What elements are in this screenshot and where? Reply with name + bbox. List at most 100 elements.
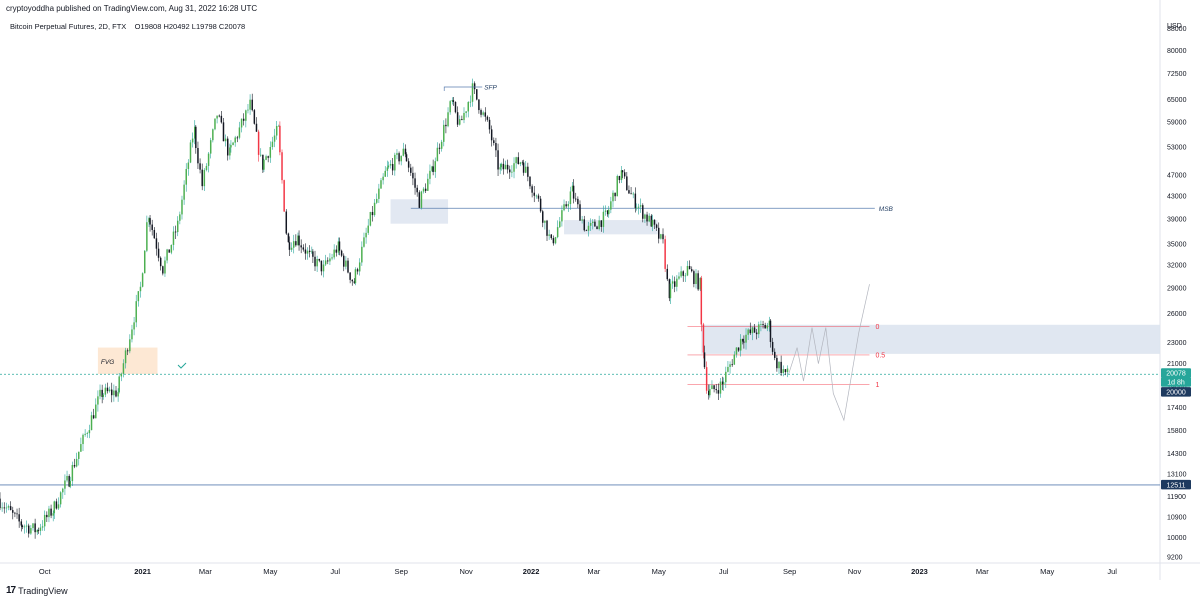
candle-body: [278, 125, 280, 127]
candle-body: [592, 221, 594, 223]
candle-body: [495, 143, 497, 151]
candle-body: [482, 112, 484, 115]
candle-body: [271, 141, 274, 148]
y-tick-label: 21000: [1167, 361, 1187, 368]
candle-body: [711, 385, 713, 390]
candle-body: [9, 506, 12, 511]
symbol-name[interactable]: Bitcoin Perpetual Futures, 2D, FTX: [10, 22, 127, 31]
candle-body: [458, 119, 461, 125]
candle-body: [735, 347, 738, 355]
candle-body: [717, 390, 720, 394]
candle-body: [544, 220, 546, 223]
candle-body: [183, 184, 185, 200]
candle-body: [106, 387, 109, 392]
candle-body: [697, 273, 699, 290]
candle-body: [454, 101, 457, 113]
candle-body: [628, 190, 630, 194]
sfp-marker: [443, 86, 483, 92]
candle-body: [762, 324, 764, 326]
candle-body: [708, 390, 710, 396]
candle-body: [108, 389, 111, 392]
candle-body: [755, 332, 758, 335]
candle-body: [349, 272, 351, 280]
candle-body: [400, 155, 402, 162]
candle-body: [122, 363, 125, 374]
candle-body: [742, 338, 744, 342]
candle-body: [185, 168, 187, 185]
candle-body: [170, 244, 173, 253]
y-tick-label: 88000: [1167, 26, 1187, 33]
candle-body: [78, 451, 80, 459]
candle-body: [774, 351, 776, 358]
candle-body: [416, 187, 418, 193]
candle-body: [159, 257, 162, 267]
candle-body: [333, 249, 335, 258]
candle-body: [589, 222, 592, 226]
candle-body: [66, 475, 68, 481]
sfp-label: SFP: [484, 85, 497, 92]
candle-body: [715, 389, 717, 391]
candle-body: [731, 364, 733, 366]
candle-body: [318, 258, 321, 261]
candle-body: [402, 148, 405, 156]
candle-body: [434, 161, 437, 172]
candle-body: [295, 241, 297, 246]
candle-body: [273, 135, 276, 142]
candle-body: [700, 277, 703, 325]
candle-body: [1, 507, 3, 509]
candle-body: [524, 166, 527, 173]
candle-body: [285, 211, 288, 234]
candle-body: [263, 159, 265, 170]
candle-body: [465, 111, 467, 113]
candle-body: [658, 227, 660, 239]
candle-body: [69, 481, 71, 487]
msb-label: MSB: [879, 206, 894, 213]
candle-body: [191, 138, 194, 143]
tradingview-footer[interactable]: 17 TradingView: [6, 585, 68, 596]
candle-body: [669, 283, 672, 299]
candle-body: [598, 220, 600, 230]
candle-body: [504, 164, 507, 170]
candle-body: [412, 172, 414, 179]
candle-body: [467, 102, 470, 112]
candle-body: [300, 245, 302, 248]
candle-body: [187, 162, 190, 169]
candle-body: [449, 101, 451, 113]
candle-body: [637, 206, 640, 208]
price-badge: [1161, 368, 1191, 378]
candle-body: [486, 116, 489, 120]
candle-body: [447, 112, 449, 127]
candle-body: [68, 475, 70, 487]
candle-body: [539, 198, 542, 212]
candle-body: [548, 234, 550, 236]
candle-body: [259, 154, 262, 156]
candle-body: [86, 433, 89, 434]
candle-body: [594, 221, 596, 227]
candle-body: [513, 163, 515, 172]
candle-body: [347, 260, 349, 273]
candle-body: [666, 268, 669, 280]
candle-body: [50, 508, 52, 516]
candle-body: [14, 512, 16, 514]
x-tick-label: Nov: [459, 567, 473, 576]
candle-body: [521, 162, 524, 164]
candle-body: [533, 192, 535, 196]
fib-level-label: 0.5: [875, 352, 885, 359]
candle-body: [719, 381, 722, 394]
price-badge: [1161, 479, 1191, 490]
fib-level-label: 0: [875, 324, 879, 331]
ohlc-readout: O19808 H20492 L19798 C20078: [134, 22, 246, 31]
candle-body: [684, 275, 687, 277]
candle-body: [766, 325, 769, 329]
candle-body: [410, 167, 412, 173]
candle-body: [572, 185, 575, 199]
x-tick-label: 2021: [134, 567, 151, 576]
candle-body: [126, 350, 129, 352]
candle-body: [725, 371, 727, 383]
candle-body: [95, 404, 97, 419]
candle-body: [634, 193, 637, 209]
tradingview-logo-icon: 17: [6, 585, 16, 596]
candle-body: [216, 115, 218, 119]
candle-body: [39, 527, 42, 531]
